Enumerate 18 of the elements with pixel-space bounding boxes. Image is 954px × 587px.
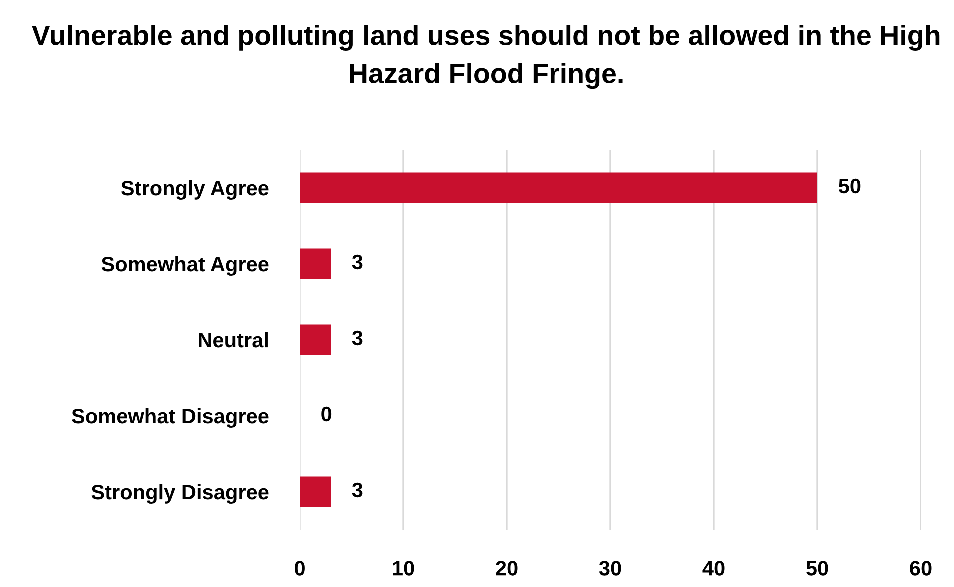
y-tick-label: Strongly Agree xyxy=(122,180,269,200)
x-tick-label: 60 xyxy=(910,561,932,576)
x-tick-label: 30 xyxy=(599,561,622,576)
data-label: 50 xyxy=(838,178,861,194)
chart-title: Vulnerable and polluting land uses should not be allowed in the High Hazard Flood Fringe. xyxy=(32,25,940,90)
data-label: 3 xyxy=(352,330,363,346)
x-tick-label: 0 xyxy=(295,561,305,576)
x-tick-label: 40 xyxy=(702,561,725,576)
data-label: 0 xyxy=(322,406,332,422)
y-tick-label: Strongly Disagree xyxy=(92,484,269,504)
x-tick-label: 10 xyxy=(393,561,414,576)
y-tick-label: Somewhat Agree xyxy=(102,256,269,276)
y-tick-label: Somewhat Disagree xyxy=(72,408,269,428)
y-tick-label: Neutral xyxy=(199,332,268,348)
x-tick-label: 50 xyxy=(806,561,828,576)
x-tick-label: 20 xyxy=(496,561,518,576)
data-label: 3 xyxy=(352,482,363,498)
data-label: 3 xyxy=(352,254,363,270)
